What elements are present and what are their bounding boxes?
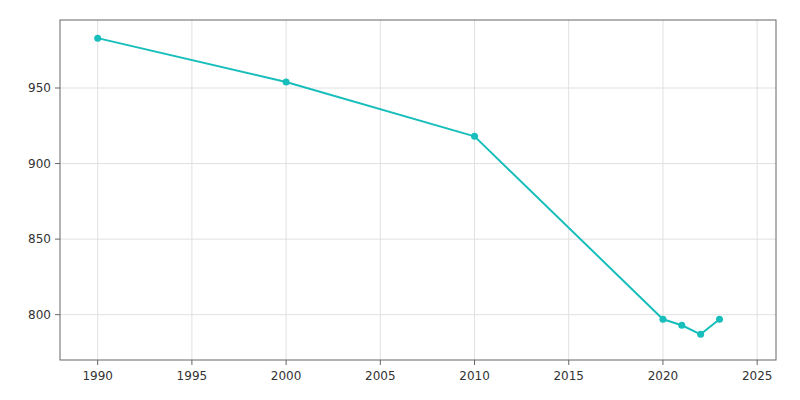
grid-line-y xyxy=(60,88,776,89)
point xyxy=(94,35,101,42)
tick-mark-y xyxy=(55,88,60,89)
tick-mark-x xyxy=(662,360,663,365)
tick-label-x: 2000 xyxy=(271,369,302,383)
grid-line-y xyxy=(60,163,776,164)
grid-line-x xyxy=(97,20,98,360)
axes: 1990 1995 2000 2005 2010 2015 2020 2025 800 850 90… xyxy=(28,81,772,383)
point xyxy=(659,316,666,323)
chart-container: 1990 1995 2000 2005 2010 2015 2020 2025 800 850 90… xyxy=(0,0,800,400)
point xyxy=(697,331,704,338)
point xyxy=(283,78,290,85)
tick-mark-x xyxy=(97,360,98,365)
tick-label-x: 2025 xyxy=(742,369,773,383)
grid-line-x xyxy=(286,20,287,360)
tick-label-y: 900 xyxy=(28,157,51,171)
tick-mark-x xyxy=(568,360,569,365)
tick-label-x: 2020 xyxy=(648,369,679,383)
grid-line-x xyxy=(757,20,758,360)
grid-line-x xyxy=(380,20,381,360)
tick-label-y: 800 xyxy=(28,308,51,322)
plot-area xyxy=(60,20,776,360)
grid-line-x xyxy=(474,20,475,360)
point xyxy=(471,133,478,140)
line xyxy=(98,38,720,334)
chart: 1990 1995 2000 2005 2010 2015 2020 2025 800 850 90… xyxy=(0,0,800,400)
data-layer xyxy=(94,35,723,338)
tick-mark-y xyxy=(55,239,60,240)
tick-mark-x xyxy=(286,360,287,365)
tick-label-x: 2010 xyxy=(459,369,490,383)
tick-label-x: 2005 xyxy=(365,369,396,383)
tick-label-y: 950 xyxy=(28,81,51,95)
tick-label-x: 2015 xyxy=(553,369,584,383)
tick-mark-x xyxy=(380,360,381,365)
tick-label-y: 850 xyxy=(28,232,51,246)
grid-line-y xyxy=(60,239,776,240)
tick-mark-y xyxy=(55,314,60,315)
grid xyxy=(60,20,776,360)
tick-mark-x xyxy=(474,360,475,365)
point xyxy=(678,322,685,329)
tick-label-x: 1990 xyxy=(82,369,113,383)
grid-line-x xyxy=(191,20,192,360)
point xyxy=(716,316,723,323)
tick-mark-x xyxy=(757,360,758,365)
tick-label-x: 1995 xyxy=(177,369,208,383)
grid-line-x xyxy=(568,20,569,360)
tick-mark-x xyxy=(191,360,192,365)
grid-line-y xyxy=(60,314,776,315)
tick-mark-y xyxy=(55,163,60,164)
grid-line-x xyxy=(662,20,663,360)
plot-frame xyxy=(60,20,776,360)
